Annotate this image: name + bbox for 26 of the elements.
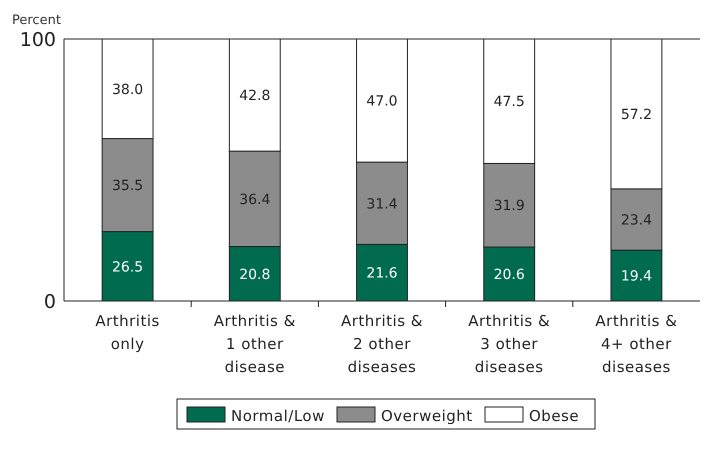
y-tick-label: 100 (20, 29, 56, 51)
data-label: 19.4 (620, 268, 652, 285)
data-label: 47.0 (366, 94, 398, 110)
data-label: 21.6 (366, 266, 398, 282)
data-label: 38.0 (112, 82, 144, 98)
data-label: 23.4 (620, 212, 652, 229)
data-label: 57.2 (620, 106, 652, 123)
legend-label: Normal/Low (231, 407, 325, 425)
x-tick-label: Arthritis only (95, 312, 160, 353)
data-label: 35.5 (112, 178, 144, 194)
data-label: 42.8 (239, 88, 270, 104)
y-axis-title: Percent (12, 13, 61, 28)
data-label: 47.5 (494, 94, 525, 110)
legend-label: Overweight (381, 407, 473, 425)
legend-label: Obese (529, 407, 580, 425)
x-tick-label: Arthritis & 3 other diseases (468, 312, 550, 376)
data-label: 31.9 (494, 198, 525, 214)
x-tick-label: Arthritis & 4+ other diseases (595, 312, 678, 376)
data-label: 26.5 (112, 259, 144, 276)
x-tick-label: Arthritis & 2 other diseases (341, 312, 423, 376)
x-tick-label: Arthritis & 1 other disease (214, 312, 296, 376)
data-label: 20.6 (494, 267, 525, 284)
y-tick-label: 0 (44, 291, 56, 313)
data-label: 36.4 (239, 192, 270, 208)
data-label: 31.4 (366, 196, 398, 212)
data-label: 20.8 (239, 266, 270, 283)
